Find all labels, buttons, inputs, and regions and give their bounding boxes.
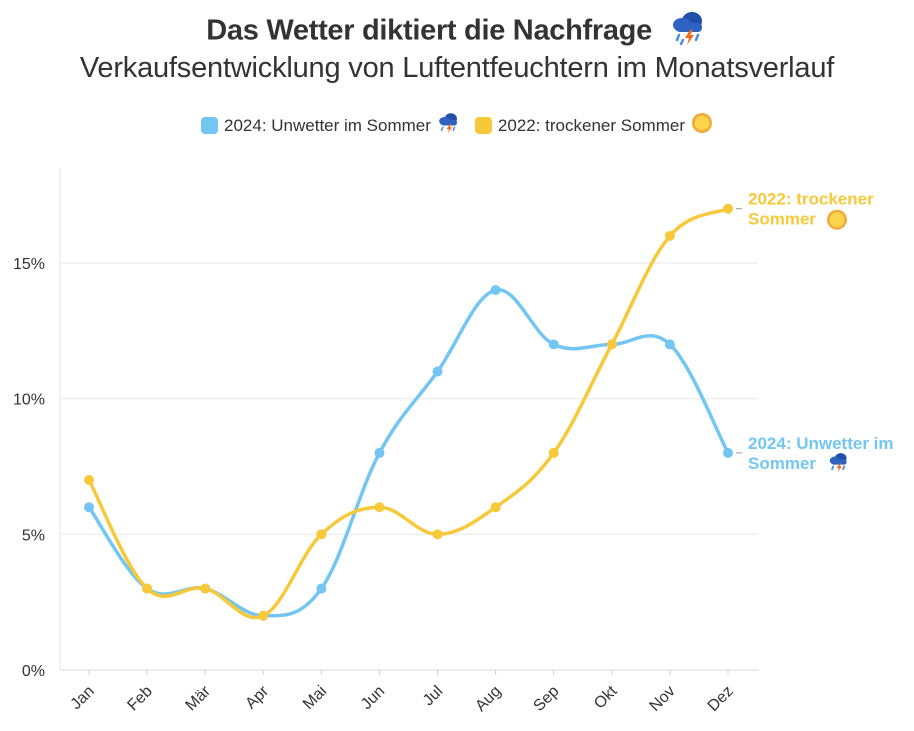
x-tick-label: Feb xyxy=(124,683,156,715)
sun-icon xyxy=(691,112,713,139)
x-tick-label: Nov xyxy=(647,683,679,715)
series-end-label: Sommer xyxy=(748,454,816,473)
series-line-0 xyxy=(87,288,730,618)
data-point xyxy=(432,366,443,377)
y-tick-label: 5% xyxy=(22,527,45,544)
x-tick-label: Mär xyxy=(182,682,214,714)
data-point xyxy=(316,529,327,540)
x-tick-label: Sep xyxy=(530,683,562,715)
data-point xyxy=(84,502,94,513)
data-point xyxy=(548,339,559,350)
y-tick-label: 0% xyxy=(22,663,45,680)
x-tick-label: Jan xyxy=(68,683,98,713)
series-line-1 xyxy=(87,206,730,620)
data-point xyxy=(606,339,617,350)
data-point xyxy=(316,583,327,594)
legend-item-2024[interactable]: 2024: Unwetter im Sommer xyxy=(201,112,461,139)
data-point xyxy=(200,583,211,594)
legend-swatch-2024 xyxy=(201,117,218,134)
legend-item-2022[interactable]: 2022: trockener Sommer xyxy=(474,112,713,139)
series-end-label: Sommer xyxy=(748,210,816,229)
data-point xyxy=(723,447,733,458)
data-point xyxy=(432,529,443,540)
data-point xyxy=(258,610,269,621)
legend-label-2022: 2022: trockener Sommer xyxy=(497,115,685,135)
data-point xyxy=(548,447,559,458)
thunderstorm-cloud-icon xyxy=(670,10,708,54)
y-tick-label: 15% xyxy=(13,256,45,273)
data-point xyxy=(490,285,501,296)
y-tick-label: 10% xyxy=(13,392,45,409)
chart-title-text: Das Wetter diktiert die Nachfrage xyxy=(206,14,652,47)
x-tick-label: Dez xyxy=(705,683,737,715)
x-tick-label: Mai xyxy=(300,683,330,713)
data-point xyxy=(723,203,733,214)
data-point xyxy=(374,447,385,458)
data-point xyxy=(374,502,385,513)
thunderstorm-cloud-icon xyxy=(829,453,847,473)
data-point xyxy=(664,230,675,241)
data-point xyxy=(84,475,94,486)
legend-label-2024: 2024: Unwetter im Sommer xyxy=(224,115,431,135)
data-point xyxy=(142,583,153,594)
chart-subtitle: Verkaufsentwicklung von Luftentfeuchtern… xyxy=(79,52,835,84)
series-end-label: 2024: Unwetter im xyxy=(748,434,894,453)
series-end-label: 2022: trockener xyxy=(748,190,874,209)
data-point xyxy=(664,339,675,350)
x-tick-label: Okt xyxy=(591,682,621,712)
thunderstorm-cloud-icon xyxy=(437,112,461,139)
x-tick-label: Aug xyxy=(472,683,504,715)
x-tick-label: Jun xyxy=(358,683,388,713)
chart-title: Das Wetter diktiert die Nachfrage xyxy=(0,10,914,54)
sun-icon xyxy=(827,209,847,230)
legend-swatch-2022 xyxy=(474,117,492,134)
data-point xyxy=(490,502,501,513)
x-tick-label: Apr xyxy=(242,682,272,712)
x-tick-label: Jul xyxy=(420,683,446,709)
chart-legend: 2024: Unwetter im Sommer 2022: trockener… xyxy=(0,112,914,139)
